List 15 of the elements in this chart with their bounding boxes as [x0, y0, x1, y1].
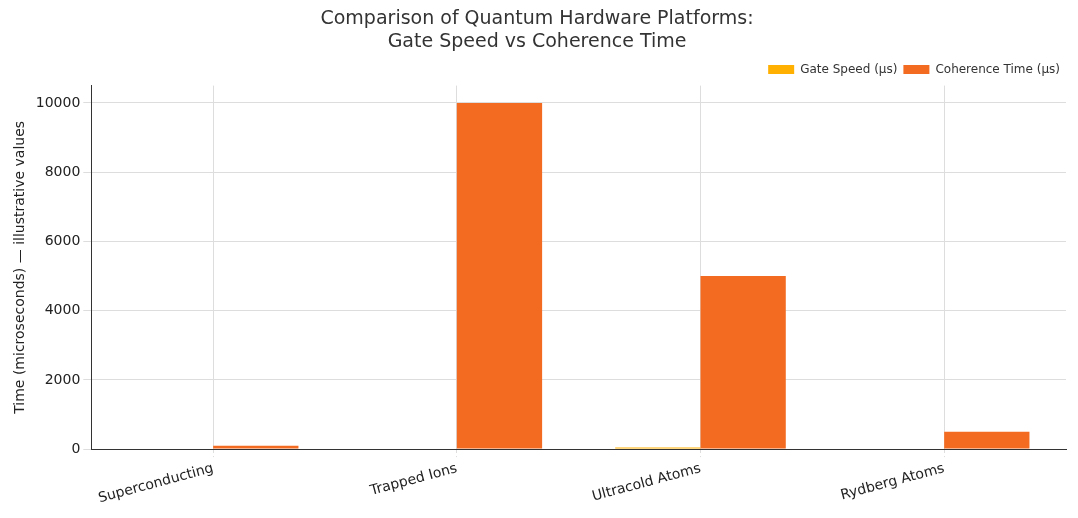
y-tick-label: 4000	[44, 301, 81, 318]
y-tick-label: 2000	[44, 370, 81, 387]
bar	[213, 445, 299, 449]
y-tick-label: 6000	[44, 232, 81, 249]
legend-label: Coherence Time (µs)	[935, 61, 1060, 76]
bar	[700, 276, 786, 449]
bar	[944, 431, 1030, 449]
legend-label: Gate Speed (µs)	[800, 61, 898, 76]
y-tick-label: 8000	[44, 162, 81, 179]
x-tick-label: Rydberg Atoms	[838, 459, 946, 503]
y-axis-title: Time (microseconds) — illustrative values	[11, 120, 28, 415]
y-tick-label: 0	[71, 439, 81, 456]
y-tick-label: 10000	[35, 93, 81, 110]
chart-title: Comparison of Quantum Hardware Platforms: Gate Speed vs Coherence Time	[320, 6, 754, 52]
bar	[456, 102, 543, 449]
